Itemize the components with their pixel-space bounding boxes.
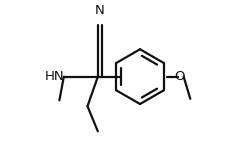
Text: HN: HN — [45, 70, 65, 83]
Text: O: O — [174, 70, 185, 83]
Text: N: N — [95, 4, 105, 17]
